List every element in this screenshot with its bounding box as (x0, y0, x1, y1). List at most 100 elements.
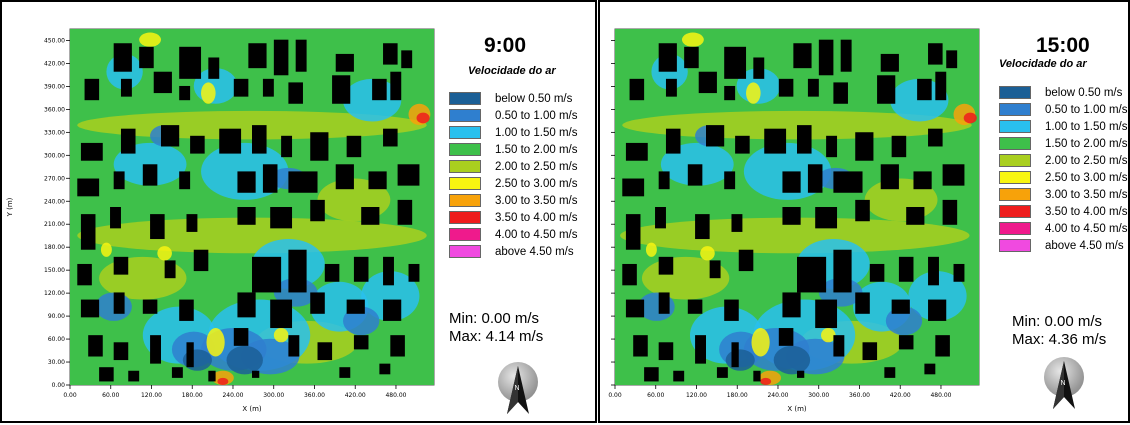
building (237, 207, 256, 225)
legend-swatch (999, 205, 1031, 218)
speed-zone (681, 32, 704, 47)
legend-item: 1.50 to 2.00 m/s (449, 141, 577, 158)
building (179, 299, 194, 321)
building (150, 335, 161, 364)
building (891, 299, 910, 314)
building (186, 342, 194, 368)
building (815, 299, 838, 329)
legend-swatch (999, 222, 1031, 235)
max-value: Max: 4.14 m/s (449, 328, 544, 345)
building (633, 335, 648, 357)
building (237, 292, 256, 318)
building (782, 171, 801, 193)
min-value: Min: 0.00 m/s (449, 310, 540, 327)
building (128, 370, 140, 382)
speed-zone (760, 377, 772, 385)
building (361, 207, 380, 225)
building (658, 292, 670, 314)
y-tick-label: 360.00 (44, 106, 65, 113)
legend-item: 2.00 to 2.50 m/s (999, 152, 1127, 169)
legend-label: 2.50 to 3.00 m/s (1045, 171, 1128, 184)
building (622, 263, 637, 286)
y-tick-label: 390.00 (44, 83, 65, 90)
legend-swatch (999, 120, 1031, 133)
building (390, 335, 405, 357)
building (248, 43, 267, 69)
legend-label: 4.00 to 4.50 m/s (1045, 222, 1128, 235)
legend-swatch (999, 154, 1031, 167)
building (335, 53, 354, 72)
building (288, 335, 300, 357)
legend-item: 1.00 to 1.50 m/s (449, 124, 577, 141)
variable-title: Velocidade do ar (468, 65, 556, 77)
building (731, 342, 739, 368)
legend-swatch (449, 228, 481, 241)
building (113, 171, 125, 190)
building (818, 39, 834, 76)
building (797, 125, 812, 154)
building (869, 263, 885, 282)
x-tick-label: 120.00 (141, 392, 162, 399)
building (629, 78, 645, 101)
building (855, 199, 870, 222)
building (658, 342, 674, 361)
building (353, 335, 369, 350)
building (665, 128, 681, 154)
legend-swatch (449, 109, 481, 122)
y-axis-title: Y (m) (6, 197, 14, 217)
building (953, 263, 965, 282)
speed-zone (157, 246, 172, 261)
building (310, 199, 325, 222)
building (826, 135, 838, 158)
building (833, 249, 852, 293)
building (687, 299, 703, 314)
x-tick-label: 480.00 (930, 392, 951, 399)
building (655, 207, 666, 229)
building (695, 214, 710, 240)
building (190, 135, 205, 154)
building (110, 207, 121, 229)
speed-zone (226, 345, 263, 375)
building (855, 292, 870, 314)
x-tick-label: 240.00 (767, 392, 788, 399)
building (782, 292, 801, 318)
building (88, 335, 103, 357)
x-tick-label: 300.00 (808, 392, 829, 399)
building (252, 125, 267, 154)
speed-zone (361, 271, 420, 321)
building (877, 75, 896, 104)
building (80, 214, 96, 250)
building (884, 367, 896, 378)
speed-field (70, 29, 434, 385)
building (815, 207, 838, 229)
legend-label: 1.50 to 2.00 m/s (1045, 137, 1128, 150)
x-axis-title: X (m) (787, 405, 807, 413)
building (113, 256, 129, 275)
legend-label: above 4.50 m/s (1045, 239, 1124, 252)
x-tick-label: 60.00 (647, 392, 664, 399)
legend-swatch (449, 92, 481, 105)
building (142, 164, 158, 186)
building (658, 171, 670, 190)
building (142, 299, 158, 314)
building (797, 370, 805, 378)
x-tick-label: 180.00 (727, 392, 748, 399)
building (80, 142, 103, 161)
building (716, 367, 728, 378)
legend-item: above 4.50 m/s (449, 243, 577, 260)
building (928, 43, 943, 65)
building (724, 46, 747, 79)
building (193, 249, 209, 272)
building (324, 263, 340, 282)
speed-zone (201, 82, 216, 104)
panel-15h: 0.00 60.00 120.00 180.00 240.00 300.00 360.00 4… (598, 0, 1130, 423)
building (687, 164, 703, 186)
time-title: 15:00 (1036, 34, 1090, 57)
legend-label: above 4.50 m/s (495, 245, 574, 258)
building (778, 78, 794, 97)
building (150, 214, 165, 240)
building (880, 164, 899, 190)
north-arrow-icon: N (498, 362, 538, 414)
building (186, 214, 198, 232)
legend-item: 2.50 to 3.00 m/s (999, 169, 1127, 186)
